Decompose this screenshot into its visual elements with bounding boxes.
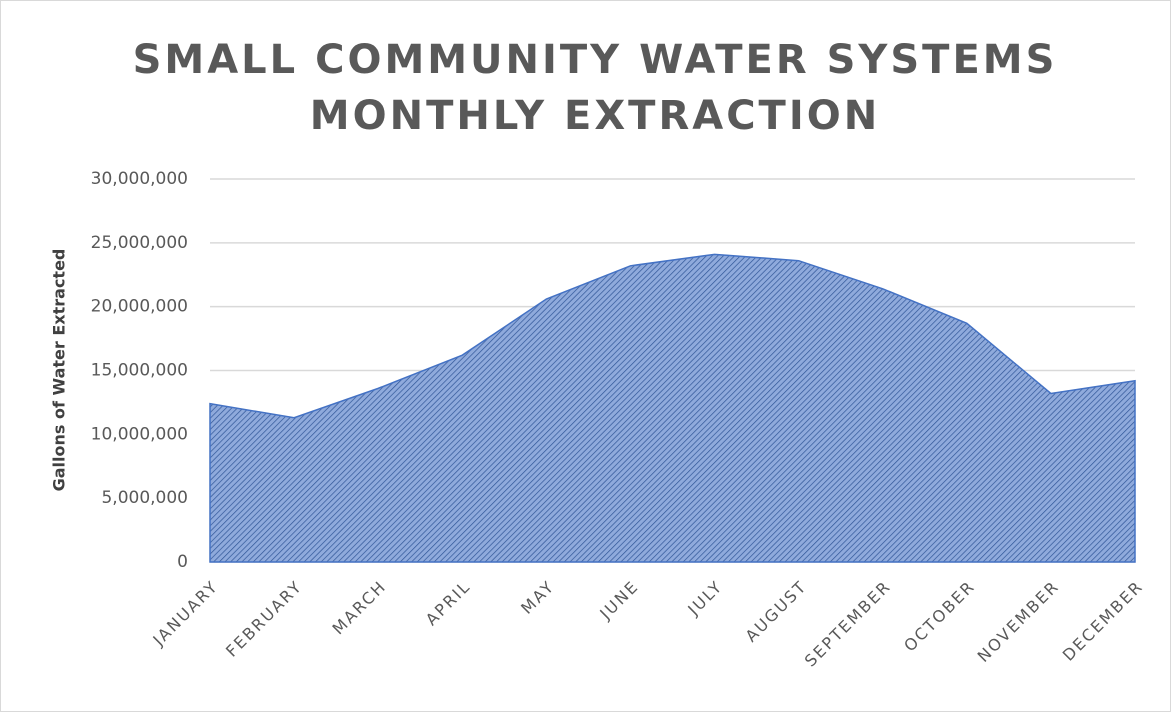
y-tick-label: 20,000,000 — [91, 297, 188, 317]
chart-title: SMALL COMMUNITY WATER SYSTEMS — [133, 37, 1058, 83]
y-axis-title: Gallons of Water Extracted — [50, 249, 69, 492]
y-tick-label: 0 — [177, 552, 188, 572]
y-tick-label: 15,000,000 — [91, 361, 188, 381]
y-tick-label: 30,000,000 — [91, 169, 188, 189]
y-tick-label: 10,000,000 — [91, 424, 188, 444]
area — [209, 253, 1136, 563]
y-tick-label: 25,000,000 — [91, 233, 188, 253]
chart-title: MONTHLY EXTRACTION — [310, 93, 880, 139]
y-tick-label: 5,000,000 — [101, 488, 188, 508]
